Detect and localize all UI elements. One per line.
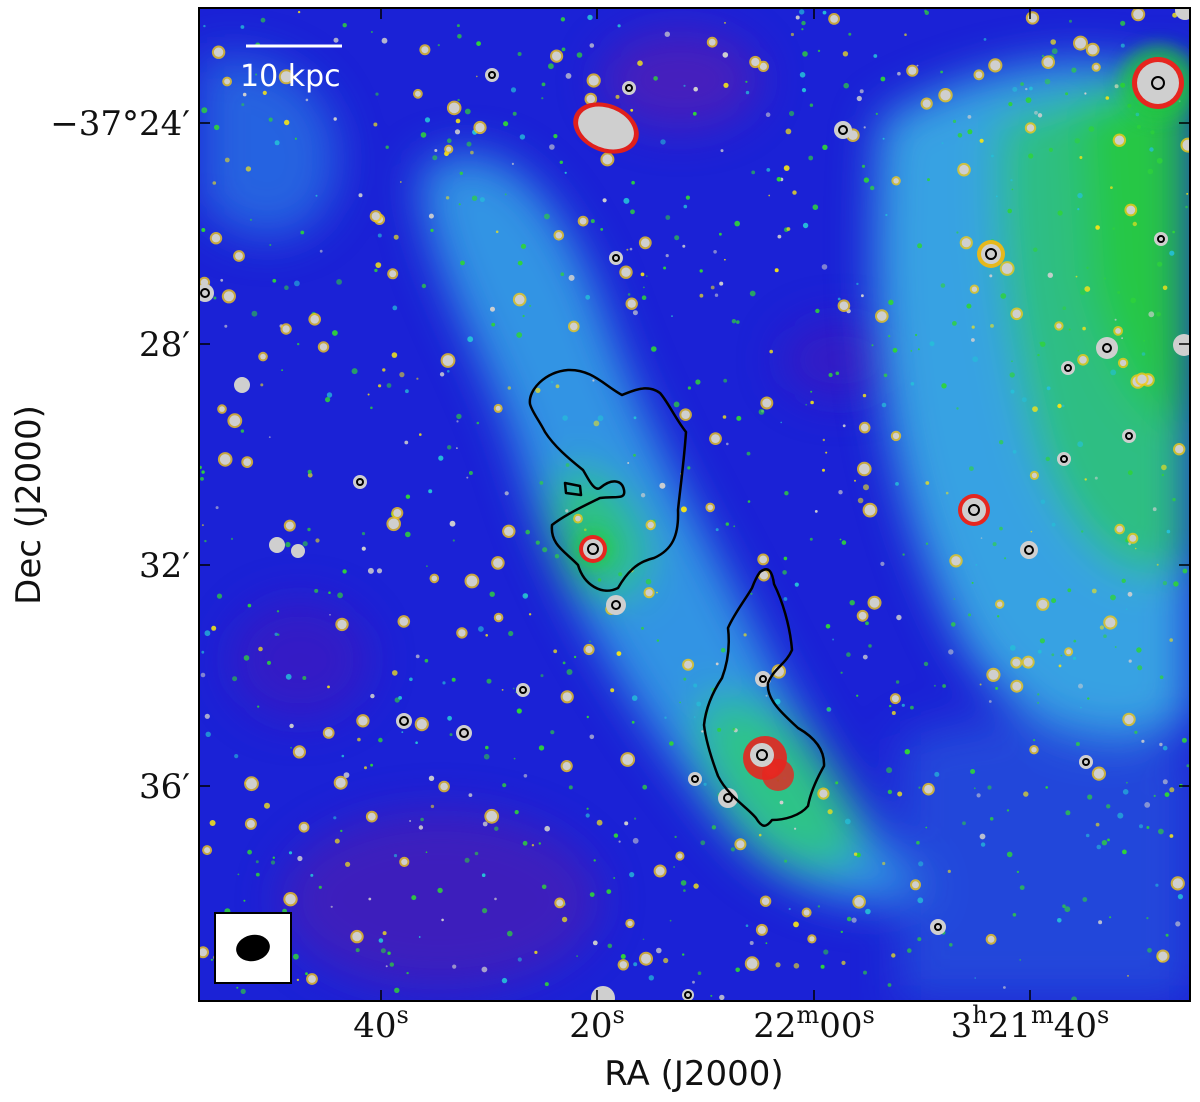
beam-ellipse-icon bbox=[236, 934, 270, 962]
sky-image: 10 kpc bbox=[199, 8, 1190, 1001]
y-tick-labels: −37°24′ 28′ 32′ 36′ bbox=[50, 104, 190, 807]
y-tick-label: 32′ bbox=[139, 546, 190, 586]
x-tick-label: 22m00s bbox=[753, 1001, 875, 1046]
scale-bar-label: 10 kpc bbox=[240, 59, 341, 94]
y-tick-label: −37°24′ bbox=[50, 104, 190, 144]
bright-sources bbox=[199, 8, 1190, 1001]
point-source-field bbox=[199, 8, 1190, 1001]
tick-marks bbox=[199, 8, 1190, 1001]
x-tick-label: 20s bbox=[569, 1001, 625, 1046]
contour-south bbox=[702, 568, 826, 827]
scale-bar: 10 kpc bbox=[240, 44, 342, 94]
image-frame bbox=[198, 7, 1191, 1002]
y-tick-label: 28′ bbox=[139, 325, 190, 365]
y-tick-label: 36′ bbox=[139, 767, 190, 807]
y-axis-title: Dec (J2000) bbox=[9, 405, 49, 605]
x-tick-label: 40s bbox=[353, 1001, 409, 1046]
x-axis-title: RA (J2000) bbox=[604, 1054, 783, 1094]
contour-north-island bbox=[563, 481, 583, 497]
x-tick-labels: 40s 20s 22m00s 3h21m40s bbox=[353, 1001, 1109, 1046]
contour-north bbox=[528, 368, 688, 592]
beam-inset bbox=[214, 912, 292, 984]
x-tick-label: 3h21m40s bbox=[951, 1001, 1110, 1046]
radio-contours bbox=[528, 368, 826, 827]
